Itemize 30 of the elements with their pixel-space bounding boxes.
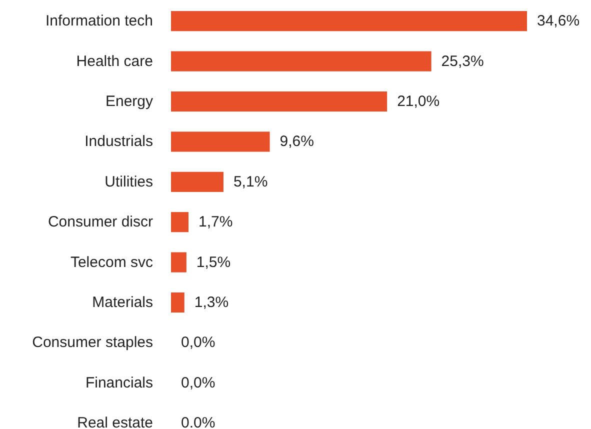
data-label: 34,6%	[537, 12, 580, 30]
data-label: 0,0%	[181, 374, 216, 392]
y-tick-label: Telecom svc	[70, 254, 154, 271]
y-tick-label: Financials	[85, 374, 153, 392]
data-label: 9,6%	[280, 133, 314, 150]
bar	[171, 292, 184, 313]
bar	[171, 132, 270, 152]
bar	[171, 11, 527, 32]
data-label: 21,0%	[397, 93, 440, 110]
y-tick-label: Consumer discr	[48, 214, 154, 231]
data-label: 0.0%	[181, 414, 216, 429]
y-tick-label: Materials	[92, 294, 153, 311]
y-tick-label: Real estate	[77, 414, 153, 429]
data-label: 1,3%	[194, 294, 229, 311]
data-label: 25,3%	[441, 52, 484, 70]
y-tick-label: Consumer staples	[32, 334, 153, 352]
bar	[171, 172, 224, 192]
y-tick-label: Energy	[105, 93, 154, 110]
y-tick-label: Information tech	[45, 12, 153, 30]
data-label: 5,1%	[233, 173, 268, 190]
bar	[171, 212, 188, 232]
y-tick-label: Industrials	[84, 133, 153, 150]
bar	[171, 91, 388, 112]
data-label: 1,5%	[196, 254, 231, 271]
y-tick-label: Health care	[76, 52, 153, 70]
y-tick-label: Utilities	[104, 173, 153, 190]
data-label: 1,7%	[198, 214, 233, 231]
bar	[171, 252, 186, 272]
bar	[171, 51, 432, 72]
data-label: 0,0%	[181, 334, 216, 352]
